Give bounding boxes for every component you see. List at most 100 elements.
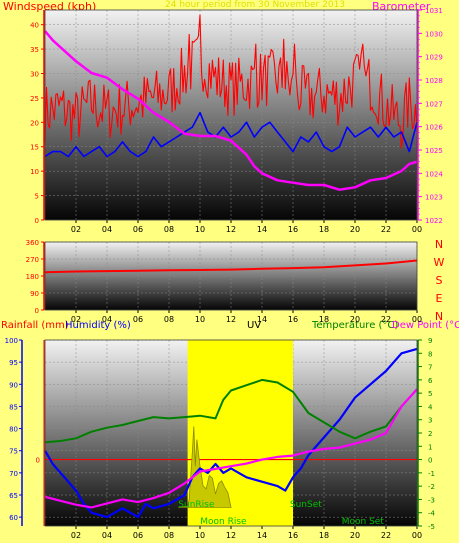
wind-left-y-tick-label-35: 35 <box>30 46 39 54</box>
wind-frame <box>44 9 418 221</box>
direction-x-tick-label-16: 16 <box>288 315 298 324</box>
compass-east: E <box>435 292 443 305</box>
direction-x-tick-label-12: 12 <box>226 315 236 324</box>
tick-labels: 02 04 06 08 10 12 14 16 18 20 22 000510152025303540… <box>5 7 444 540</box>
temp-y-tick-label--4: -4 <box>428 510 436 518</box>
bottom-x-tick-label-20: 20 <box>350 531 360 540</box>
humidity-y-tick-label-75: 75 <box>9 448 18 456</box>
wind-left-y-tick-label-30: 30 <box>30 70 39 78</box>
wind-right-y-tick-label-1028: 1028 <box>425 77 443 85</box>
rain-y-tick-label-0: 0 <box>36 457 40 465</box>
temp-y-tick-label--5: -5 <box>428 523 435 531</box>
wind-right-y-tick-label-1030: 1030 <box>425 30 443 38</box>
temp-y-tick-label-8: 8 <box>428 350 432 358</box>
wind-x-tick-label-14: 14 <box>257 225 267 234</box>
direction-x-tick-label-08: 08 <box>164 315 174 324</box>
temp-y-tick-label-5: 5 <box>428 390 432 398</box>
wind-right-y-tick-label-1031: 1031 <box>425 7 443 15</box>
temperature-title: Temperature (°C) <box>312 320 399 331</box>
temp-y-tick-label-6: 6 <box>428 377 433 385</box>
dewpoint-title: Dew Point (°C) <box>392 320 459 331</box>
bottom-frame <box>44 339 418 527</box>
direction-x-tick-label-14: 14 <box>257 315 267 324</box>
temp-y-tick-label--2: -2 <box>428 483 435 491</box>
temp-y-tick-label-2: 2 <box>428 430 432 438</box>
direction-x-tick-label-06: 06 <box>133 315 143 324</box>
wind-right-y-tick-label-1026: 1026 <box>425 124 443 132</box>
sunrise-label: SunRise <box>178 500 215 510</box>
direction-x-tick-label-20: 20 <box>350 315 360 324</box>
temp-y-tick-label-4: 4 <box>428 403 433 411</box>
direction-frame <box>44 241 418 311</box>
wind-direction-line <box>44 259 418 274</box>
compass-north-top: N <box>434 238 444 251</box>
wind-x-tick-label-00: 00 <box>412 225 422 234</box>
humidity-y-tick-label-80: 80 <box>9 426 18 434</box>
humidity-y-tick-label-70: 70 <box>9 470 18 478</box>
wind-right-y-tick-label-1023: 1023 <box>425 194 443 202</box>
wind-x-tick-label-04: 04 <box>102 225 112 234</box>
wind-x-tick-label-20: 20 <box>350 225 360 234</box>
temp-y-tick-label-9: 9 <box>428 337 432 345</box>
period-title: 24 hour period from 30 November 2013 <box>165 0 346 10</box>
direction-x-tick-label-10: 10 <box>195 315 205 324</box>
wind-left-y-tick-label-15: 15 <box>30 144 39 152</box>
direction-x-tick-label-00: 00 <box>412 315 422 324</box>
sunset-label: SunSet <box>289 500 322 510</box>
humidity-line <box>44 347 418 519</box>
compass-west: W <box>433 256 445 269</box>
humidity-y-tick-label-65: 65 <box>9 492 18 500</box>
compass-labels: N W S E N <box>432 236 446 326</box>
bottom-x-tick-label-22: 22 <box>381 531 391 540</box>
windspeed-average-line <box>44 111 418 158</box>
bottom-x-tick-label-02: 02 <box>71 531 81 540</box>
wind-left-y-tick-label-5: 5 <box>35 193 39 201</box>
wind-left-y-tick-label-20: 20 <box>30 119 39 127</box>
series-lines <box>44 14 418 519</box>
bottom-x-tick-label-06: 06 <box>133 531 143 540</box>
humidity-y-tick-label-90: 90 <box>9 381 18 389</box>
humidity-title: Humidity (%) <box>65 320 131 331</box>
axes <box>19 9 422 529</box>
bottom-x-tick-label-12: 12 <box>226 531 236 540</box>
direction-x-tick-label-02: 02 <box>71 315 81 324</box>
direction-x-tick-label-18: 18 <box>319 315 329 324</box>
moonset-label: Moon Set <box>341 517 384 527</box>
wind-x-tick-label-06: 06 <box>133 225 143 234</box>
moonrise-label: Moon Rise <box>200 517 247 527</box>
temperature-line <box>44 378 418 444</box>
bottom-x-tick-label-08: 08 <box>164 531 174 540</box>
direction-x-tick-label-22: 22 <box>381 315 391 324</box>
bottom-x-tick-label-10: 10 <box>195 531 205 540</box>
wind-left-y-tick-label-10: 10 <box>30 168 39 176</box>
wind-left-y-tick-label-40: 40 <box>30 22 39 30</box>
direction-left-y-tick-label-180: 180 <box>26 273 39 281</box>
uv-title: UV <box>247 320 262 331</box>
wind-right-y-tick-label-1024: 1024 <box>425 170 443 178</box>
direction-left-y-tick-label-360: 360 <box>26 239 39 247</box>
wind-x-tick-label-10: 10 <box>195 225 205 234</box>
wind-right-y-tick-label-1022: 1022 <box>425 217 443 225</box>
direction-left-y-tick-label-0: 0 <box>35 307 39 315</box>
wind-x-tick-label-16: 16 <box>288 225 298 234</box>
direction-left-y-tick-label-270: 270 <box>26 256 39 264</box>
temp-y-tick-label-7: 7 <box>428 364 432 372</box>
wind-x-tick-label-12: 12 <box>226 225 236 234</box>
humidity-y-tick-label-85: 85 <box>9 403 18 411</box>
rainfall-title: Rainfall (mm) <box>1 320 69 331</box>
humidity-y-tick-label-95: 95 <box>9 359 18 367</box>
bottom-x-tick-label-00: 00 <box>412 531 422 540</box>
temp-y-tick-label-0: 0 <box>428 457 432 465</box>
uv-spike-area <box>178 426 232 508</box>
wind-x-tick-label-08: 08 <box>164 225 174 234</box>
bottom-x-tick-label-18: 18 <box>319 531 329 540</box>
wind-left-y-tick-label-0: 0 <box>35 217 39 225</box>
dewpoint-line <box>44 388 418 509</box>
wind-x-tick-label-18: 18 <box>319 225 329 234</box>
humidity-y-tick-label-100: 100 <box>5 337 18 345</box>
wind-x-tick-label-02: 02 <box>71 225 81 234</box>
humidity-y-tick-label-60: 60 <box>9 514 18 522</box>
direction-x-tick-label-04: 04 <box>102 315 112 324</box>
